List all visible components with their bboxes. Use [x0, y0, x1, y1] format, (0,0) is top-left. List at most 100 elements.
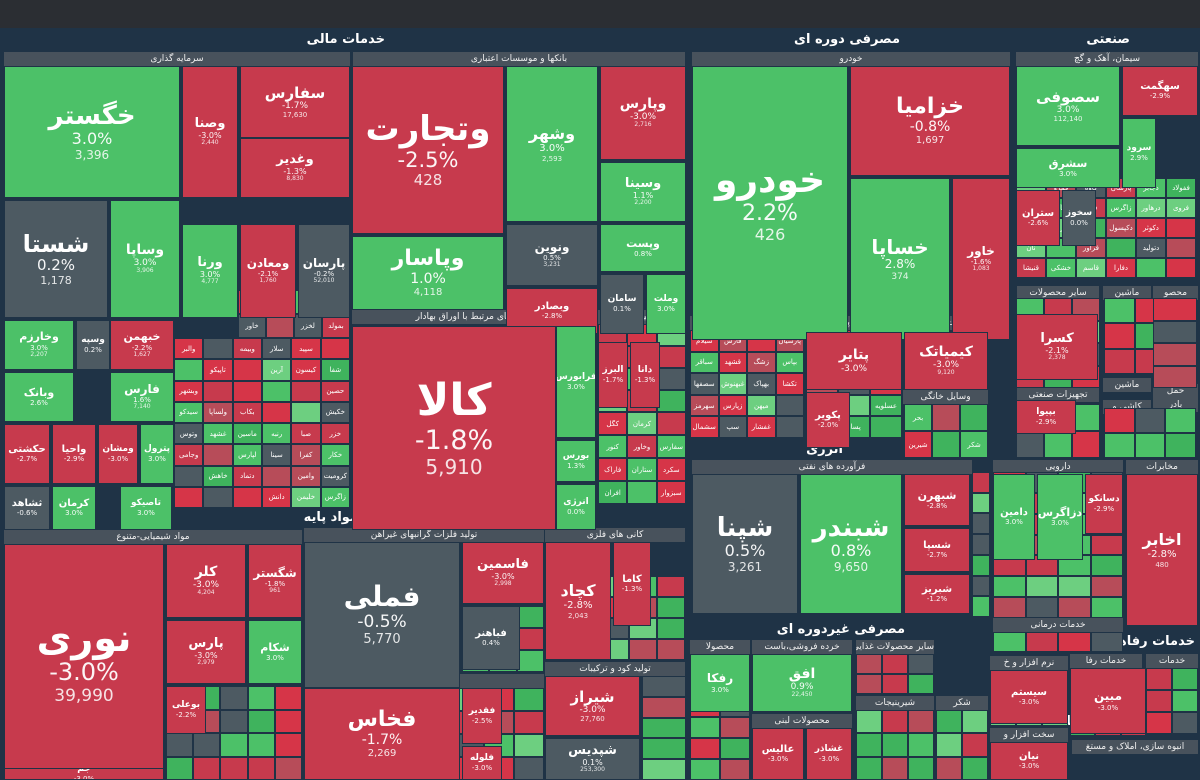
stock-tile[interactable]: فارس 1.6% 7,140: [110, 372, 174, 422]
small-stock-tile[interactable]: [1044, 431, 1072, 458]
stock-tile[interactable]: وپست 0.8%: [600, 224, 686, 272]
small-stock-tile[interactable]: [1104, 298, 1135, 324]
small-stock-tile[interactable]: عسلویه: [870, 394, 902, 417]
stock-tile[interactable]: مبین -3.0%: [1070, 668, 1146, 734]
small-stock-tile[interactable]: شفا: [320, 359, 350, 381]
small-stock-tile[interactable]: [642, 696, 686, 718]
small-stock-tile[interactable]: زاگرس: [1106, 198, 1136, 218]
small-stock-tile[interactable]: [203, 338, 233, 360]
small-stock-tile[interactable]: صبا: [291, 423, 321, 445]
small-stock-tile[interactable]: وجامی: [174, 444, 204, 466]
small-stock-tile[interactable]: [870, 416, 902, 438]
stock-tile[interactable]: فقدیر -2.5%: [462, 688, 502, 744]
small-stock-tile[interactable]: لپارس: [232, 444, 262, 466]
small-stock-tile[interactable]: [908, 733, 934, 757]
small-stock-tile[interactable]: قاسم: [1076, 258, 1106, 278]
stock-tile[interactable]: وخارزم 3.0% 2,207: [4, 320, 74, 370]
stock-tile[interactable]: ومشان -3.0%: [98, 424, 138, 484]
small-stock-tile[interactable]: [1104, 323, 1135, 349]
small-stock-tile[interactable]: کگل: [598, 412, 628, 435]
stock-tile[interactable]: کیمیاتک -3.0% 9,120: [904, 332, 988, 390]
stock-tile[interactable]: وسینا 1.1% 2,200: [600, 162, 686, 222]
small-stock-tile[interactable]: [516, 628, 544, 650]
small-stock-tile[interactable]: [1172, 712, 1198, 734]
small-stock-tile[interactable]: [642, 738, 686, 760]
stock-tile[interactable]: شپنا 0.5% 3,261: [692, 474, 798, 614]
stock-tile[interactable]: سشرق 3.0%: [1016, 148, 1120, 188]
small-stock-tile[interactable]: سهرمز: [690, 394, 719, 417]
small-stock-tile[interactable]: غبهنوش: [718, 373, 747, 395]
stock-tile[interactable]: تاصیکو 3.0%: [120, 486, 172, 530]
stock-tile[interactable]: شکام 3.0%: [248, 620, 302, 684]
small-stock-tile[interactable]: [274, 686, 302, 710]
stock-tile[interactable]: فملی -0.5% 5,770: [304, 542, 460, 688]
small-stock-tile[interactable]: [274, 756, 302, 780]
stock-tile[interactable]: جم -3.0%: [4, 768, 164, 780]
small-stock-tile[interactable]: [1058, 576, 1091, 598]
small-stock-tile[interactable]: [908, 654, 934, 674]
stock-tile[interactable]: وبانک 2.6%: [4, 372, 74, 422]
stock-tile[interactable]: فخاس -1.7% 2,269: [304, 688, 460, 780]
stock-tile[interactable]: فلوله -3.0%: [462, 746, 502, 780]
small-stock-tile[interactable]: خکار: [320, 444, 350, 466]
small-stock-tile[interactable]: [1058, 632, 1091, 652]
small-stock-tile[interactable]: غفشار: [747, 416, 776, 438]
small-stock-tile[interactable]: [657, 639, 685, 660]
stock-tile[interactable]: سفارس -1.7% 17,630: [240, 66, 350, 138]
small-stock-tile[interactable]: [882, 710, 908, 734]
stock-tile[interactable]: خزامیا -0.8% 1,697: [850, 66, 1010, 176]
small-stock-tile[interactable]: [642, 676, 686, 697]
stock-tile[interactable]: پتایر -3.0%: [806, 332, 902, 390]
small-stock-tile[interactable]: [232, 359, 262, 381]
stock-tile[interactable]: سصوفی 3.0% 112,140: [1016, 66, 1120, 146]
stock-tile[interactable]: وساپا 3.0% 3,906: [110, 200, 180, 318]
stock-tile[interactable]: عالیس -3.0%: [752, 728, 804, 780]
stock-tile[interactable]: ثشاهد -0.6%: [4, 486, 50, 530]
small-stock-tile[interactable]: [247, 686, 275, 710]
small-stock-tile[interactable]: [291, 380, 321, 402]
small-stock-tile[interactable]: خاور: [238, 314, 266, 338]
stock-tile[interactable]: کالا -1.8% 5,910: [352, 326, 556, 530]
small-stock-tile[interactable]: [932, 431, 960, 458]
small-stock-tile[interactable]: خلیمن: [291, 486, 321, 508]
small-stock-tile[interactable]: [1090, 576, 1123, 598]
stock-tile[interactable]: وپارس -3.0% 2,716: [600, 66, 686, 160]
small-stock-tile[interactable]: سبزوار: [656, 481, 686, 504]
small-stock-tile[interactable]: [993, 576, 1026, 598]
stock-tile[interactable]: انرژی 0.0%: [556, 484, 596, 530]
small-stock-tile[interactable]: سفارس: [656, 435, 686, 458]
small-stock-tile[interactable]: [247, 756, 275, 780]
stock-tile[interactable]: کاما -1.3%: [613, 542, 651, 626]
small-stock-tile[interactable]: آرین: [262, 359, 292, 381]
small-stock-tile[interactable]: کیسون: [291, 359, 321, 381]
small-stock-tile[interactable]: زاگرس: [320, 486, 350, 508]
small-stock-tile[interactable]: رنبه: [262, 423, 292, 445]
small-stock-tile[interactable]: [882, 756, 908, 780]
stock-tile[interactable]: شگستر -1.8% 961: [248, 544, 302, 618]
stock-tile[interactable]: بپیوا -2.9%: [1016, 400, 1076, 434]
small-stock-tile[interactable]: [882, 654, 908, 674]
small-stock-tile[interactable]: کنور: [598, 435, 628, 458]
small-stock-tile[interactable]: [1090, 534, 1123, 556]
small-stock-tile[interactable]: [1104, 408, 1135, 433]
small-stock-tile[interactable]: حصین: [320, 380, 350, 402]
small-stock-tile[interactable]: [962, 710, 988, 734]
small-stock-tile[interactable]: [262, 465, 292, 487]
small-stock-tile[interactable]: [856, 710, 882, 734]
small-stock-tile[interactable]: [656, 346, 686, 368]
small-stock-tile[interactable]: [690, 738, 720, 759]
small-stock-tile[interactable]: [193, 756, 221, 780]
stock-tile[interactable]: بوعلی -2.2%: [166, 686, 206, 734]
small-stock-tile[interactable]: [993, 632, 1026, 652]
small-stock-tile[interactable]: [1166, 238, 1196, 258]
small-stock-tile[interactable]: وخاور: [627, 435, 657, 458]
small-stock-tile[interactable]: [972, 596, 990, 617]
stock-tile[interactable]: نیان -3.0%: [990, 742, 1068, 780]
small-stock-tile[interactable]: [232, 486, 262, 508]
small-stock-tile[interactable]: [1153, 365, 1197, 388]
small-stock-tile[interactable]: سپید: [291, 338, 321, 360]
small-stock-tile[interactable]: میهن: [747, 394, 776, 417]
small-stock-tile[interactable]: فاراک: [598, 458, 628, 481]
small-stock-tile[interactable]: [262, 380, 292, 402]
small-stock-tile[interactable]: [274, 709, 302, 733]
